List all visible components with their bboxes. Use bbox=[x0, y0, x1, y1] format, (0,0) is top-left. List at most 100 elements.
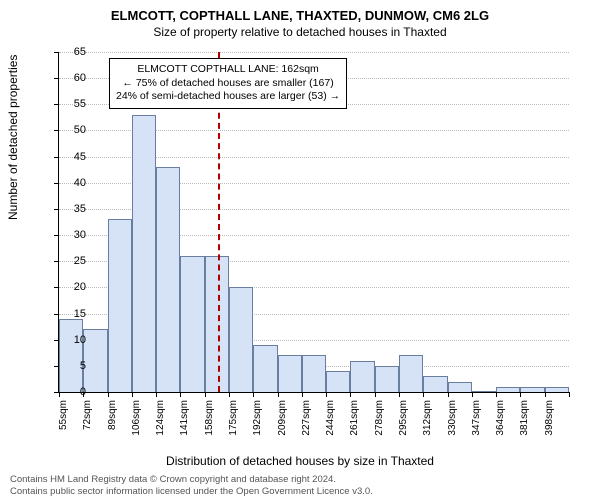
x-tick-label: 72sqm bbox=[82, 400, 93, 440]
y-tick-label: 35 bbox=[60, 203, 86, 215]
y-tick-label: 45 bbox=[60, 151, 86, 163]
footer-line: Contains HM Land Registry data © Crown c… bbox=[10, 474, 600, 486]
x-tick-mark bbox=[496, 392, 497, 397]
y-tick-mark bbox=[54, 235, 59, 236]
y-tick-label: 55 bbox=[60, 98, 86, 110]
histogram-bar bbox=[399, 355, 423, 392]
x-tick-mark bbox=[156, 392, 157, 397]
x-tick-mark bbox=[423, 392, 424, 397]
y-tick-mark bbox=[54, 130, 59, 131]
histogram-bar bbox=[302, 355, 326, 392]
y-tick-label: 30 bbox=[60, 229, 86, 241]
y-tick-mark bbox=[54, 183, 59, 184]
x-tick-mark bbox=[472, 392, 473, 397]
annotation-line: ELMCOTT COPTHALL LANE: 162sqm bbox=[116, 63, 340, 77]
annotation-line: ← 75% of detached houses are smaller (16… bbox=[116, 77, 340, 91]
histogram-bar bbox=[350, 361, 374, 392]
histogram-bar bbox=[423, 376, 447, 392]
x-tick-label: 158sqm bbox=[204, 400, 215, 440]
y-tick-label: 15 bbox=[60, 308, 86, 320]
histogram-bar bbox=[448, 382, 472, 392]
histogram-bar bbox=[496, 387, 520, 392]
plot-area: ELMCOTT COPTHALL LANE: 162sqm← 75% of de… bbox=[58, 52, 569, 393]
x-tick-mark bbox=[278, 392, 279, 397]
y-tick-mark bbox=[54, 287, 59, 288]
histogram-bar bbox=[326, 371, 350, 392]
histogram-bar bbox=[229, 287, 253, 392]
y-tick-label: 65 bbox=[60, 46, 86, 58]
footer-line: Contains public sector information licen… bbox=[10, 486, 600, 498]
chart-subtitle: Size of property relative to detached ho… bbox=[0, 23, 600, 39]
y-tick-label: 10 bbox=[60, 334, 86, 346]
histogram-bar bbox=[108, 219, 132, 392]
gridline bbox=[59, 52, 569, 53]
x-tick-label: 364sqm bbox=[495, 400, 506, 440]
x-tick-mark bbox=[448, 392, 449, 397]
histogram-bar bbox=[205, 256, 229, 392]
y-tick-mark bbox=[54, 52, 59, 53]
x-tick-mark bbox=[180, 392, 181, 397]
y-tick-label: 0 bbox=[60, 386, 86, 398]
x-tick-mark bbox=[520, 392, 521, 397]
histogram-bar bbox=[278, 355, 302, 392]
y-tick-label: 50 bbox=[60, 124, 86, 136]
x-tick-label: 295sqm bbox=[398, 400, 409, 440]
histogram-bar bbox=[472, 391, 496, 392]
x-tick-mark bbox=[375, 392, 376, 397]
x-tick-label: 55sqm bbox=[58, 400, 69, 440]
histogram-bar bbox=[545, 387, 569, 392]
x-tick-mark bbox=[229, 392, 230, 397]
annotation-line: 24% of semi-detached houses are larger (… bbox=[116, 90, 340, 104]
x-tick-label: 312sqm bbox=[422, 400, 433, 440]
y-tick-mark bbox=[54, 104, 59, 105]
x-tick-label: 106sqm bbox=[131, 400, 142, 440]
y-tick-mark bbox=[54, 157, 59, 158]
x-tick-label: 209sqm bbox=[277, 400, 288, 440]
y-tick-label: 20 bbox=[60, 281, 86, 293]
x-tick-label: 227sqm bbox=[301, 400, 312, 440]
x-tick-label: 330sqm bbox=[447, 400, 458, 440]
footer-attribution: Contains HM Land Registry data © Crown c… bbox=[0, 474, 600, 498]
y-tick-label: 25 bbox=[60, 255, 86, 267]
x-tick-label: 124sqm bbox=[155, 400, 166, 440]
histogram-bar bbox=[520, 387, 544, 392]
x-tick-label: 347sqm bbox=[471, 400, 482, 440]
y-tick-mark bbox=[54, 261, 59, 262]
y-tick-mark bbox=[54, 314, 59, 315]
chart-title: ELMCOTT, COPTHALL LANE, THAXTED, DUNMOW,… bbox=[0, 0, 600, 23]
histogram-bar bbox=[59, 319, 83, 392]
x-tick-mark bbox=[132, 392, 133, 397]
x-tick-label: 261sqm bbox=[349, 400, 360, 440]
x-tick-label: 141sqm bbox=[179, 400, 190, 440]
y-tick-mark bbox=[54, 78, 59, 79]
x-tick-mark bbox=[108, 392, 109, 397]
x-axis-label: Distribution of detached houses by size … bbox=[0, 454, 600, 468]
y-tick-mark bbox=[54, 209, 59, 210]
histogram-bar bbox=[132, 115, 156, 392]
x-tick-mark bbox=[253, 392, 254, 397]
x-tick-mark bbox=[399, 392, 400, 397]
histogram-bar bbox=[375, 366, 399, 392]
x-tick-mark bbox=[205, 392, 206, 397]
histogram-bar bbox=[253, 345, 277, 392]
histogram-bar bbox=[156, 167, 180, 392]
x-tick-label: 398sqm bbox=[544, 400, 555, 440]
x-tick-label: 244sqm bbox=[325, 400, 336, 440]
x-tick-mark bbox=[326, 392, 327, 397]
x-tick-label: 175sqm bbox=[228, 400, 239, 440]
annotation-box: ELMCOTT COPTHALL LANE: 162sqm← 75% of de… bbox=[109, 58, 347, 109]
x-tick-label: 278sqm bbox=[374, 400, 385, 440]
y-tick-label: 40 bbox=[60, 177, 86, 189]
x-tick-label: 192sqm bbox=[252, 400, 263, 440]
x-tick-label: 381sqm bbox=[519, 400, 530, 440]
x-tick-mark bbox=[350, 392, 351, 397]
x-tick-label: 89sqm bbox=[107, 400, 118, 440]
x-tick-mark bbox=[545, 392, 546, 397]
y-tick-label: 5 bbox=[60, 360, 86, 372]
y-axis-label: Number of detached properties bbox=[6, 55, 20, 220]
x-tick-mark bbox=[569, 392, 570, 397]
x-tick-mark bbox=[302, 392, 303, 397]
y-tick-label: 60 bbox=[60, 72, 86, 84]
histogram-bar bbox=[180, 256, 204, 392]
histogram-bar bbox=[83, 329, 107, 392]
